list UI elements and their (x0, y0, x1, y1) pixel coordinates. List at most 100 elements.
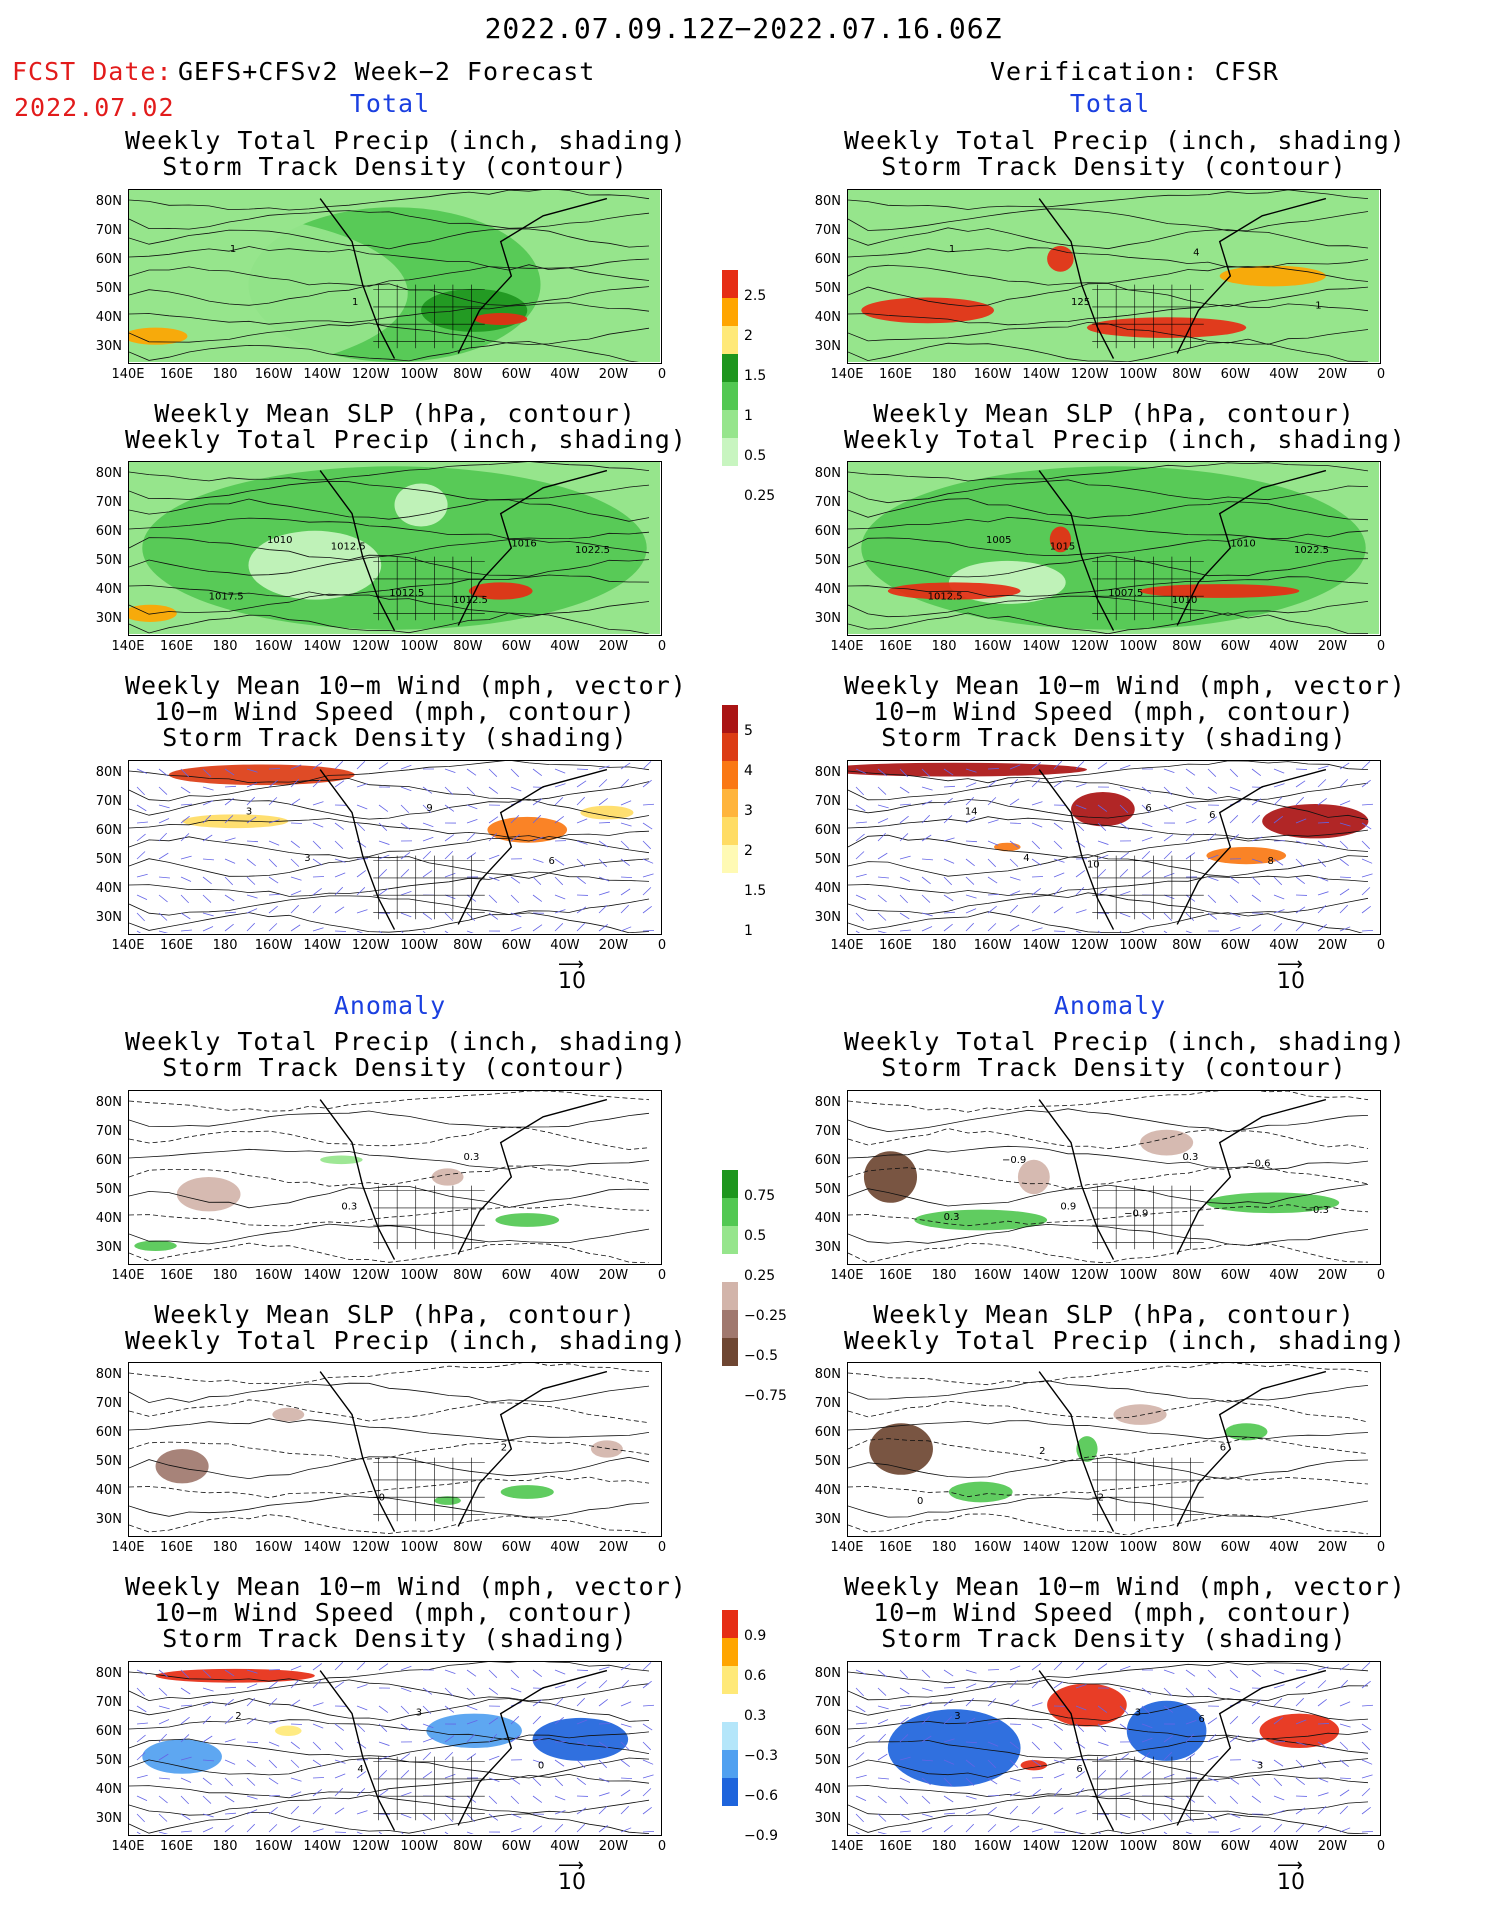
wind-vector (576, 1777, 587, 1785)
contour-label: 6 (1198, 1714, 1204, 1725)
colorbar-swatch (722, 705, 738, 733)
panel-title-line: Storm Track Density (contour) (881, 1053, 1347, 1082)
wind-vector (1273, 909, 1285, 914)
wind-vector (334, 780, 345, 788)
wind-vector (921, 768, 931, 777)
contour-line (129, 612, 650, 634)
wind-vector (224, 797, 234, 806)
map-panel-l2: 1010 1012.5 1016 1017.5 1012.5 1012.5 1022.5 (128, 461, 662, 636)
panel-title-line: Storm Track Density (shading) (162, 1624, 628, 1653)
wind-vector (1361, 1759, 1373, 1765)
wind-vector (1339, 1805, 1349, 1815)
wind-vector (598, 891, 610, 896)
contour-line (129, 818, 650, 841)
wind-vector (1229, 876, 1240, 884)
wind-vector (510, 1828, 522, 1833)
wind-vector (943, 1759, 955, 1765)
contour-label: 1010 (267, 535, 292, 546)
contour-line (848, 1717, 1369, 1740)
lon-label: 120W (351, 639, 390, 654)
panel-title-line: Weekly Total Precip (inch, shading) (125, 1027, 687, 1056)
wind-vector (1009, 904, 1019, 914)
lon-label: 40W (550, 1540, 580, 1555)
wind-vector (921, 912, 933, 917)
colorbar-label: 0.75 (744, 1188, 776, 1204)
wind-vector (246, 1777, 256, 1786)
lon-label: 120W (1070, 938, 1109, 953)
wind-vector (987, 876, 998, 884)
lon-label: 120W (1070, 367, 1109, 382)
wind-vector (1361, 1830, 1374, 1833)
wind-vector (1207, 832, 1217, 842)
wind-vector (136, 1734, 146, 1743)
lat-label: 60N (814, 524, 841, 539)
wind-vector (1339, 904, 1349, 914)
shading-region (1020, 1760, 1048, 1771)
vector-reference-value: 10 (1277, 969, 1305, 994)
wind-vector (1053, 858, 1065, 863)
shading-region (861, 466, 1366, 630)
colorbar-label: −0.75 (744, 1388, 787, 1404)
wind-vector (1339, 1827, 1351, 1833)
wind-vector (488, 1687, 499, 1695)
wind-vector (1207, 1755, 1219, 1761)
wind-vector (1053, 906, 1064, 914)
contour-label: 0.9 (1060, 1202, 1076, 1213)
lat-label: 40N (95, 1211, 122, 1226)
lon-label: 80W (453, 1268, 483, 1283)
wind-vector (422, 1771, 433, 1779)
wind-vector (1229, 834, 1240, 842)
lon-label: 60W (1220, 1268, 1251, 1283)
wind-vector (877, 804, 889, 809)
shading-region (431, 1168, 464, 1186)
wind-vector (642, 1806, 652, 1815)
lon-label: 120W (1070, 1268, 1109, 1283)
wind-vector (642, 822, 653, 830)
lat-label: 40N (95, 582, 122, 597)
shading-region (580, 805, 634, 820)
wind-vector (1075, 840, 1086, 848)
wind-vector (532, 1699, 543, 1707)
wind-vector (290, 1665, 302, 1671)
wind-vector (532, 1737, 544, 1743)
wind-vector (246, 1741, 259, 1744)
contour-label: −0.6 (1246, 1159, 1270, 1170)
wind-vector (1185, 818, 1197, 824)
wind-vector (378, 762, 389, 770)
lat-label: 30N (95, 1811, 122, 1826)
wind-vector (1317, 1680, 1327, 1689)
wind-vector (488, 894, 498, 904)
lon-label: 60W (501, 1268, 532, 1283)
wind-vector (965, 1697, 975, 1707)
lon-label: 160E (879, 938, 913, 953)
wind-vector (855, 1669, 867, 1675)
contour-label: 1022.5 (575, 545, 610, 556)
lat-label: 30N (814, 1240, 841, 1255)
colorbar-precip (722, 270, 738, 466)
wind-vector (224, 894, 235, 902)
wind-vector (1163, 894, 1175, 900)
wind-vector (899, 786, 910, 794)
wind-vector (1339, 1663, 1350, 1671)
wind-vector (224, 1795, 235, 1803)
map-panel-r2: 1005 1007.5 1010 1012.5 1015 1010 1022.5 (847, 461, 1381, 636)
contour-line (129, 264, 650, 287)
wind-vector (1031, 1680, 1041, 1689)
contour-label: 2 (235, 1711, 241, 1722)
lon-label: 80W (453, 938, 483, 953)
lat-label: 80N (814, 1095, 841, 1110)
wind-vector (642, 1759, 654, 1765)
lon-label: 120W (351, 1839, 390, 1854)
lat-label: 40N (814, 1483, 841, 1498)
contour-line (848, 536, 1369, 557)
wind-vector (400, 1813, 412, 1819)
lon-label: 140E (830, 1839, 864, 1854)
wind-vector (855, 804, 866, 812)
contour-line (848, 282, 1369, 308)
panel-title-line: 10−m Wind Speed (mph, contour) (873, 1598, 1355, 1627)
wind-vector (422, 1751, 432, 1761)
wind-vector (987, 840, 999, 846)
wind-vector (532, 876, 542, 885)
wind-vector (488, 1795, 498, 1805)
wind-vector (965, 1777, 975, 1786)
